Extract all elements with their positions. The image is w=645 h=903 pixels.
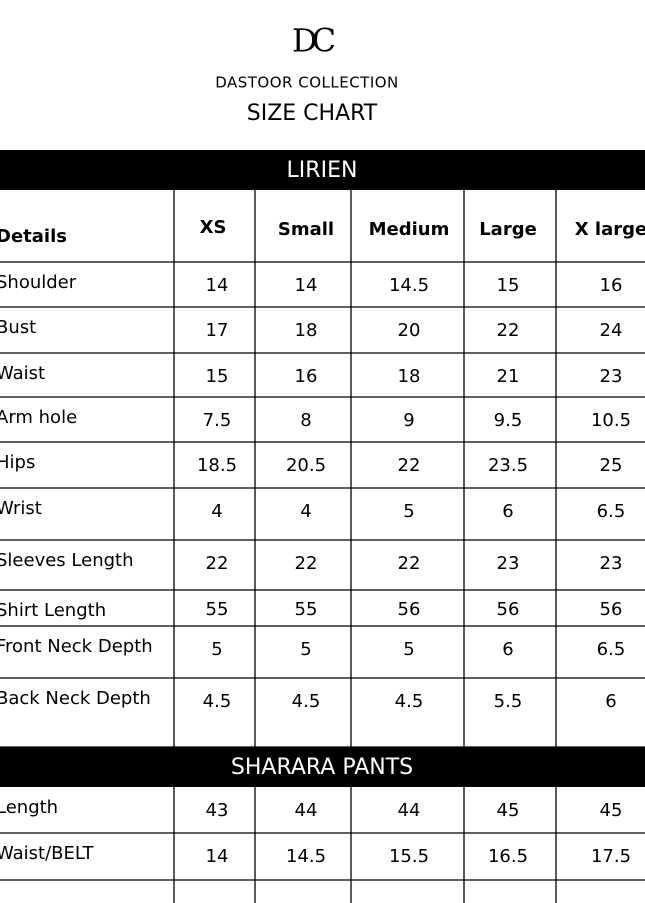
title: SIZE CHART — [247, 101, 378, 126]
row-label: Back Neck Depth — [0, 688, 151, 709]
column-header: Small — [278, 219, 334, 240]
cell-value: 55 — [295, 599, 318, 620]
section-band — [0, 150, 645, 190]
cell-value: 6 — [605, 691, 616, 712]
cell-value: 6.5 — [597, 501, 626, 522]
cell-value: 5.5 — [494, 691, 523, 712]
cell-value: 14 — [295, 275, 318, 296]
cell-value: 9.5 — [494, 410, 523, 431]
cell-value: 43 — [206, 800, 229, 821]
cell-value: 22 — [398, 455, 421, 476]
row-label: Wrist — [0, 498, 42, 519]
cell-value: 23 — [497, 553, 520, 574]
cell-value: 56 — [600, 599, 623, 620]
cell-value: 10.5 — [591, 410, 631, 431]
cell-value: 14 — [206, 275, 229, 296]
cell-value: 25 — [600, 455, 623, 476]
cell-value: 4 — [300, 501, 311, 522]
cell-value: 5 — [403, 501, 414, 522]
logo: DC — [292, 22, 335, 60]
column-header: Large — [479, 219, 537, 240]
cell-value: 55 — [206, 599, 229, 620]
brand: DASTOOR COLLECTION — [215, 74, 399, 92]
cell-value: 16.5 — [488, 846, 528, 867]
cell-value: 23 — [600, 366, 623, 387]
cell-value: 20.5 — [286, 455, 326, 476]
cell-value: 18 — [398, 366, 421, 387]
cell-value: 6 — [502, 639, 513, 660]
cell-value: 5 — [300, 639, 311, 660]
cell-value: 17 — [206, 320, 229, 341]
cell-value: 56 — [497, 599, 520, 620]
cell-value: 4.5 — [203, 691, 232, 712]
cell-value: 6 — [502, 501, 513, 522]
cell-value: 4 — [211, 501, 222, 522]
cell-value: 15 — [206, 366, 229, 387]
cell-value: 14 — [206, 846, 229, 867]
cell-value: 21 — [497, 366, 520, 387]
row-label: Bust — [0, 317, 36, 338]
cell-value: 15 — [497, 275, 520, 296]
cell-value: 23.5 — [488, 455, 528, 476]
row-label: Shoulder — [0, 272, 77, 293]
cell-value: 45 — [600, 800, 623, 821]
column-header: Medium — [369, 219, 450, 240]
cell-value: 44 — [398, 800, 421, 821]
section-title: LIRIEN — [287, 158, 358, 183]
cell-value: 44 — [295, 800, 318, 821]
cell-value: 18 — [295, 320, 318, 341]
cell-value: 7.5 — [203, 410, 232, 431]
cell-value: 14.5 — [389, 275, 429, 296]
cell-value: 22 — [497, 320, 520, 341]
column-header: X large — [575, 219, 645, 240]
cell-value: 16 — [600, 275, 623, 296]
cell-value: 6.5 — [597, 639, 626, 660]
cell-value: 9 — [403, 410, 414, 431]
cell-value: 22 — [295, 553, 318, 574]
cell-value: 45 — [497, 800, 520, 821]
cell-value: 4.5 — [292, 691, 321, 712]
section-title: SHARARA PANTS — [231, 755, 413, 780]
row-label: Waist — [0, 363, 45, 384]
section-band — [0, 747, 645, 787]
cell-value: 20 — [398, 320, 421, 341]
column-header: Details — [0, 226, 67, 247]
row-label: Hips — [0, 452, 35, 473]
cell-value: 22 — [206, 553, 229, 574]
cell-value: 22 — [398, 553, 421, 574]
row-label: Waist/BELT — [0, 843, 94, 864]
cell-value: 16 — [295, 366, 318, 387]
cell-value: 18.5 — [197, 455, 237, 476]
cell-value: 15.5 — [389, 846, 429, 867]
row-label: Sleeves Length — [0, 550, 134, 571]
row-label: Shirt Length — [0, 600, 106, 621]
cell-value: 4.5 — [395, 691, 424, 712]
column-header: XS — [200, 217, 227, 238]
cell-value: 5 — [403, 639, 414, 660]
cell-value: 24 — [600, 320, 623, 341]
cell-value: 5 — [211, 639, 222, 660]
cell-value: 8 — [300, 410, 311, 431]
row-label: Arm hole — [0, 407, 77, 428]
cell-value: 56 — [398, 599, 421, 620]
row-label: Front Neck Depth — [0, 636, 153, 657]
row-label: Length — [0, 797, 58, 818]
cell-value: 17.5 — [591, 846, 631, 867]
cell-value: 14.5 — [286, 846, 326, 867]
cell-value: 23 — [600, 553, 623, 574]
